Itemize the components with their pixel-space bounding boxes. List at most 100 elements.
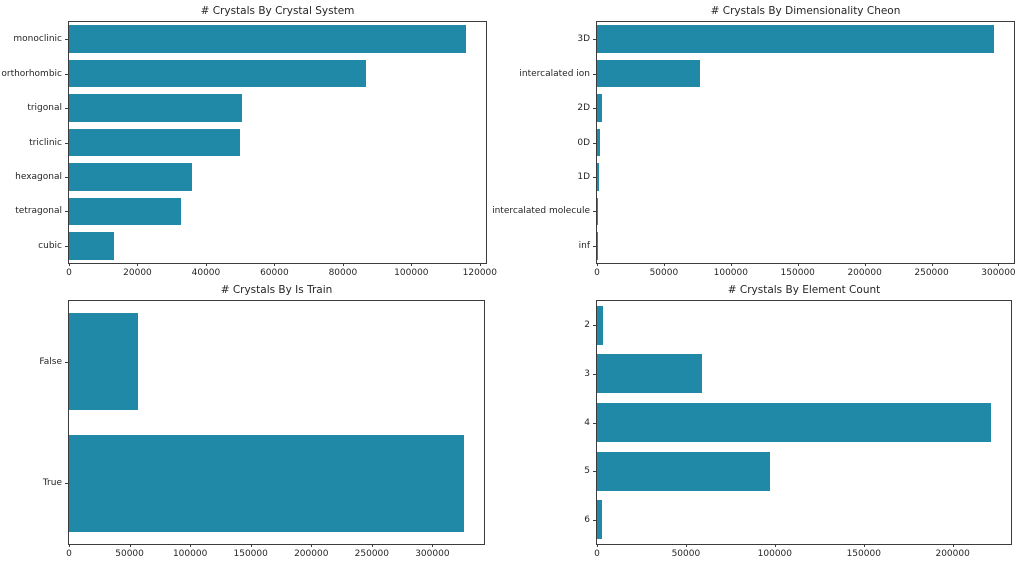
x-tick	[190, 544, 192, 547]
y-tick	[593, 39, 596, 41]
bar-cubic	[69, 232, 115, 260]
x-tick	[597, 263, 598, 266]
y-tick	[65, 142, 68, 144]
chart-crystal-system: # Crystals By Crystal System monoclinic o…	[0, 0, 512, 285]
chart-is-train: # Crystals By Is Train False True 0 50000 10…	[0, 284, 512, 569]
y-tick-label: 3	[584, 368, 590, 379]
y-tick-label: cubic	[38, 240, 62, 251]
x-tick	[774, 544, 776, 547]
bar-intercalated-ion	[597, 59, 701, 88]
x-tick-label: 200000	[935, 549, 970, 559]
y-tick-label: 1D	[577, 171, 590, 182]
bar-trigonal	[69, 94, 242, 122]
x-tick-label: 0	[66, 549, 72, 559]
y-tick-label: hexagonal	[15, 171, 62, 182]
y-tick-label: triclinic	[29, 137, 62, 148]
x-tick	[952, 544, 954, 547]
y-tick-label: intercalated molecule	[492, 206, 590, 217]
y-tick	[593, 142, 596, 144]
x-tick	[863, 544, 865, 547]
y-tick-label: intercalated ion	[519, 68, 590, 79]
bar-6	[597, 500, 603, 540]
bar-3d	[597, 25, 995, 53]
y-tick-label: 2	[584, 320, 590, 331]
x-tick-label: 150000	[846, 549, 881, 559]
x-tick	[730, 263, 732, 266]
y-tick-label: 2D	[577, 103, 590, 114]
x-tick-label: 250000	[354, 549, 390, 559]
bar-4	[597, 403, 992, 442]
x-tick-label: 20000	[123, 268, 152, 278]
bar-hexagonal	[69, 163, 192, 191]
y-tick-label: False	[39, 356, 62, 367]
x-tick	[931, 263, 933, 266]
y-tick-label: 3D	[577, 34, 590, 45]
x-tick	[797, 263, 799, 266]
x-tick	[311, 544, 313, 547]
x-tick-label: 200000	[847, 268, 882, 278]
x-tick-label: 150000	[233, 549, 268, 559]
plot-area: 2 3 4 5 6 0 50000 100000 150000 200000	[584, 300, 1012, 559]
y-tick-label: trigonal	[27, 103, 62, 114]
y-tick	[593, 471, 596, 473]
x-tick	[129, 544, 131, 547]
x-tick	[663, 263, 665, 266]
x-tick	[69, 544, 70, 547]
y-tick	[593, 245, 596, 247]
x-tick	[411, 263, 413, 266]
bar-monoclinic	[69, 25, 466, 53]
x-tick-label: 100000	[172, 549, 208, 559]
chart-title: # Crystals By Dimensionality Cheon	[710, 5, 901, 17]
bar-orthorhombic	[69, 59, 367, 88]
x-tick-label: 80000	[328, 268, 358, 278]
y-tick-label: 5	[584, 466, 590, 477]
y-tick	[593, 211, 596, 213]
y-tick	[65, 176, 68, 178]
y-tick-label: orthorhombic	[1, 68, 62, 79]
bar-triclinic	[69, 128, 240, 157]
x-tick-label: 250000	[914, 268, 949, 278]
bar-5	[597, 451, 771, 491]
x-tick	[342, 263, 344, 266]
x-tick-label: 100000	[713, 268, 748, 278]
x-tick	[137, 263, 139, 266]
x-tick	[479, 263, 481, 266]
x-tick	[998, 263, 1000, 266]
plot-area: monoclinic orthorhombic trigonal triclinic h…	[1, 21, 497, 278]
x-tick	[205, 263, 207, 266]
x-tick	[69, 263, 70, 266]
x-tick-label: 0	[594, 549, 600, 559]
y-tick-label: True	[42, 478, 62, 489]
y-tick	[65, 39, 68, 41]
x-tick-label: 60000	[260, 268, 289, 278]
y-tick	[593, 176, 596, 178]
x-tick	[432, 544, 434, 547]
chart-title: # Crystals By Element Count	[727, 284, 881, 296]
bar-true	[69, 434, 465, 532]
y-tick	[593, 422, 596, 424]
x-tick	[864, 263, 866, 266]
x-tick-label: 100000	[757, 549, 793, 559]
x-tick-label: 100000	[394, 268, 429, 278]
y-tick-label: 6	[584, 514, 590, 525]
bar-3	[597, 354, 702, 394]
y-tick-label: tetragonal	[15, 206, 62, 217]
y-tick	[65, 73, 68, 75]
y-tick	[593, 73, 596, 75]
bar-1d	[597, 163, 599, 191]
bar-2	[597, 305, 603, 345]
y-tick	[65, 211, 68, 213]
x-tick-label: 200000	[294, 549, 329, 559]
x-tick	[685, 544, 687, 547]
x-tick-label: 50000	[115, 549, 144, 559]
x-tick-label: 150000	[780, 268, 815, 278]
x-tick-label: 300000	[415, 549, 450, 559]
plot-area: False True 0 50000 100000 150000 200000 250000 3…	[39, 300, 485, 559]
y-tick	[593, 519, 596, 521]
x-tick-label: 40000	[191, 268, 221, 278]
y-tick-label: 0D	[577, 137, 590, 148]
y-tick-label: monoclinic	[13, 34, 62, 45]
x-tick	[371, 544, 373, 547]
bar-false	[69, 313, 138, 411]
